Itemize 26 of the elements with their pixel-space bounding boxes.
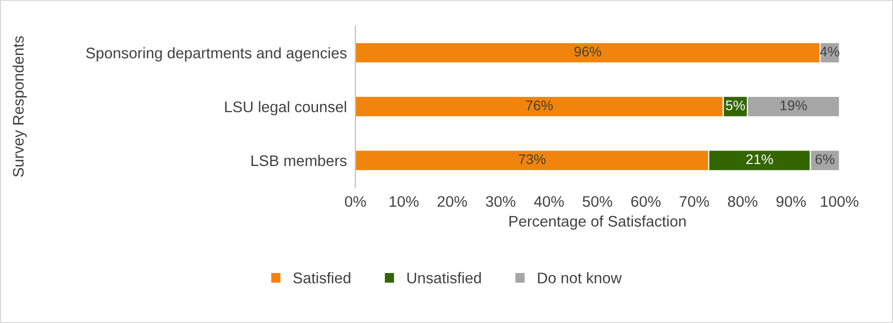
data-label: 21% [746, 154, 773, 164]
y-tick-label: LSB members [252, 154, 347, 166]
x-tick-label: 80% [728, 196, 758, 207]
legend-label: Satisfied [293, 272, 350, 284]
data-label: 19% [780, 100, 807, 110]
data-label: 96% [574, 46, 602, 56]
data-label: 6% [816, 154, 834, 164]
y-axis-title: Survey Respondents [12, 36, 27, 177]
x-tick-label: 20% [438, 196, 467, 207]
x-axis-title: Percentage of Satisfaction [510, 215, 686, 230]
x-tick-label: 100% [821, 196, 858, 207]
legend-label: Do not know [538, 272, 622, 284]
y-tick-label: LSU legal counsel [225, 101, 346, 116]
x-tick-label: 50% [582, 196, 612, 207]
y-tick-label: Sponsoring departments and agencies [86, 47, 347, 62]
x-tick-label: 10% [390, 196, 419, 207]
legend-label: Unsatisfied [407, 272, 481, 284]
data-label: 76% [526, 100, 553, 110]
x-tick-label: 90% [776, 196, 806, 207]
data-label: 5% [726, 100, 745, 110]
x-tick-label: 0% [344, 196, 366, 207]
x-tick-label: 60% [631, 196, 661, 207]
data-label: 73% [518, 154, 546, 164]
x-tick-label: 30% [486, 196, 516, 207]
x-tick-label: 40% [534, 196, 564, 207]
x-tick-label: 70% [680, 196, 709, 207]
